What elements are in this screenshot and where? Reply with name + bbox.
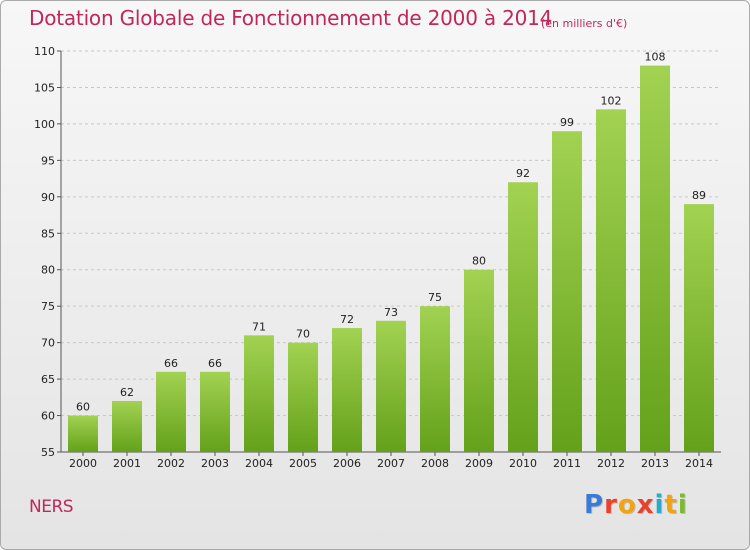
logo-letter: o xyxy=(617,490,637,520)
x-tick-label: 2010 xyxy=(509,457,537,470)
y-tick-label: 110 xyxy=(34,45,55,58)
logo-letter: i xyxy=(677,490,688,520)
y-tick-label: 80 xyxy=(41,264,55,277)
bar-value-label: 60 xyxy=(76,401,90,414)
chart-subtitle: (en milliers d'€) xyxy=(541,17,628,30)
x-tick-label: 2006 xyxy=(333,457,361,470)
bar-value-label: 75 xyxy=(428,291,442,304)
y-tick-label: 75 xyxy=(41,300,55,313)
axes: 55 60 65 70 75 80 85 90 95 100 105 110 2000 2001 2002 2… xyxy=(34,45,721,470)
proxiti-logo[interactable]: Proxiti xyxy=(584,490,688,520)
bar-value-label: 70 xyxy=(296,328,310,341)
x-tick-label: 2007 xyxy=(377,457,405,470)
bars xyxy=(68,65,714,452)
bar-value-label: 99 xyxy=(560,116,574,129)
commune-name: NERS xyxy=(29,497,74,517)
bar-value-label: 73 xyxy=(384,306,398,319)
chart-title: Dotation Globale de Fonctionnement de 20… xyxy=(29,6,553,30)
bar xyxy=(288,342,318,452)
bar xyxy=(552,131,582,452)
bar-value-label: 66 xyxy=(208,357,222,370)
x-tick-label: 2001 xyxy=(113,457,141,470)
y-tick-label: 60 xyxy=(41,410,55,423)
bar xyxy=(640,65,670,452)
x-tick-label: 2003 xyxy=(201,457,229,470)
logo-letter: i xyxy=(654,490,665,520)
logo-letter: t xyxy=(664,490,678,520)
y-tick-label: 90 xyxy=(41,191,55,204)
y-tick-label: 100 xyxy=(34,118,55,131)
x-tick-label: 2004 xyxy=(245,457,273,470)
x-tick-label: 2002 xyxy=(157,457,185,470)
bar xyxy=(68,415,98,452)
y-tick-label: 95 xyxy=(41,154,55,167)
x-tick-label: 2011 xyxy=(553,457,581,470)
bar xyxy=(200,371,230,452)
bar xyxy=(376,320,406,452)
logo-letter: P xyxy=(584,490,605,520)
x-tick-label: 2009 xyxy=(465,457,493,470)
y-tick-label: 85 xyxy=(41,227,55,240)
x-tick-label: 2005 xyxy=(289,457,317,470)
bar xyxy=(596,109,626,452)
bar-value-label: 66 xyxy=(164,357,178,370)
bar-value-label: 62 xyxy=(120,386,134,399)
bar-value-label: 92 xyxy=(516,167,530,180)
x-tick-label: 2013 xyxy=(641,457,669,470)
bar xyxy=(464,269,494,452)
labels: 60 62 66 66 71 70 72 73 75 80 92 99 102 108 89 xyxy=(76,51,706,414)
y-tick-label: 105 xyxy=(34,81,55,94)
bar-value-label: 80 xyxy=(472,255,486,268)
x-tick-label: 2000 xyxy=(69,457,97,470)
x-tick-label: 2014 xyxy=(685,457,713,470)
bar xyxy=(420,306,450,452)
bar xyxy=(112,400,142,452)
y-tick-label: 70 xyxy=(41,337,55,350)
logo-letter: r xyxy=(604,490,618,520)
bar-value-label: 108 xyxy=(645,51,666,64)
bar-value-label: 71 xyxy=(252,320,266,333)
y-tick-label: 65 xyxy=(41,373,55,386)
bar xyxy=(684,204,714,452)
x-tick-label: 2008 xyxy=(421,457,449,470)
y-tick-label: 55 xyxy=(41,446,55,459)
bar xyxy=(508,182,538,452)
bar-value-label: 72 xyxy=(340,313,354,326)
x-tick-label: 2012 xyxy=(597,457,625,470)
bar-value-label: 102 xyxy=(601,94,622,107)
bar xyxy=(156,371,186,452)
bar-value-label: 89 xyxy=(692,189,706,202)
bar xyxy=(244,335,274,452)
logo-letter: x xyxy=(636,490,655,520)
bar xyxy=(332,328,362,452)
